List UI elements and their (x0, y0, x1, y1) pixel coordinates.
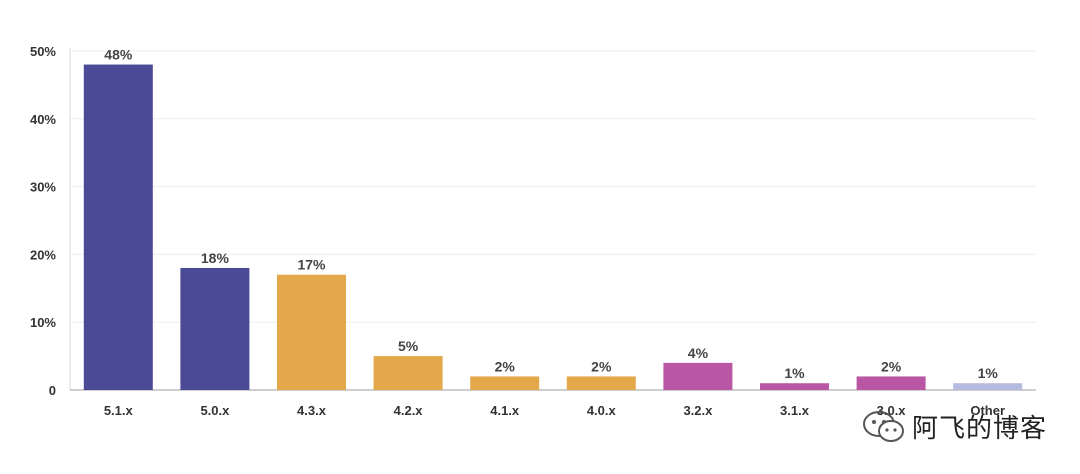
x-tick-label: 4.0.x (587, 403, 617, 418)
x-tick-label: 4.1.x (490, 403, 520, 418)
bar-value-label: 48% (104, 47, 133, 63)
bar (277, 274, 346, 390)
watermark-text: 阿飞的博客 (912, 414, 1048, 444)
grid-lines (70, 50, 1036, 323)
bar-value-label: 2% (591, 358, 612, 374)
bars (83, 64, 1023, 390)
x-tick-label: 5.1.x (104, 403, 134, 418)
x-tick-label: 4.3.x (297, 403, 327, 418)
bar (760, 383, 829, 390)
y-tick-label: 50% (30, 44, 56, 59)
x-tick-label: 5.0.x (200, 403, 230, 418)
bar (566, 376, 636, 390)
bar-value-label: 1% (978, 365, 999, 381)
bar-value-label: 5% (398, 338, 419, 354)
y-tick-label: 30% (30, 180, 56, 195)
y-tick-label: 40% (30, 112, 56, 127)
bar (373, 356, 443, 390)
bar-value-label: 2% (881, 358, 902, 374)
bar-value-label: 17% (297, 257, 326, 273)
bar-value-label: 2% (495, 358, 516, 374)
bar (663, 362, 733, 390)
bar (180, 267, 250, 390)
wechat-icon (862, 410, 906, 444)
bar (856, 376, 926, 390)
x-tick-label: Other (970, 403, 1005, 418)
x-tick-label: 3.0.x (877, 403, 907, 418)
bar (470, 376, 540, 390)
y-tick-label: 10% (30, 315, 56, 330)
data-labels: 48% 18% 17% 5% 2% 2% 4% 1% 2% 1% (104, 47, 998, 382)
y-tick-label: 20% (30, 247, 56, 262)
x-tick-label: 3.2.x (683, 403, 713, 418)
x-tick-label: 3.1.x (780, 403, 810, 418)
tick-labels: 0 10% 20% 30% 40% 50% 5.1.x 5.0.x 4.3.x 4.2.x 4.1.… (30, 44, 1005, 418)
bar-value-label: 1% (784, 365, 805, 381)
bar-value-label: 18% (201, 250, 230, 266)
bar (953, 383, 1023, 390)
bar (83, 64, 153, 390)
x-tick-label: 4.2.x (394, 403, 424, 418)
bar-value-label: 4% (688, 345, 709, 361)
y-tick-label: 0 (49, 383, 56, 398)
